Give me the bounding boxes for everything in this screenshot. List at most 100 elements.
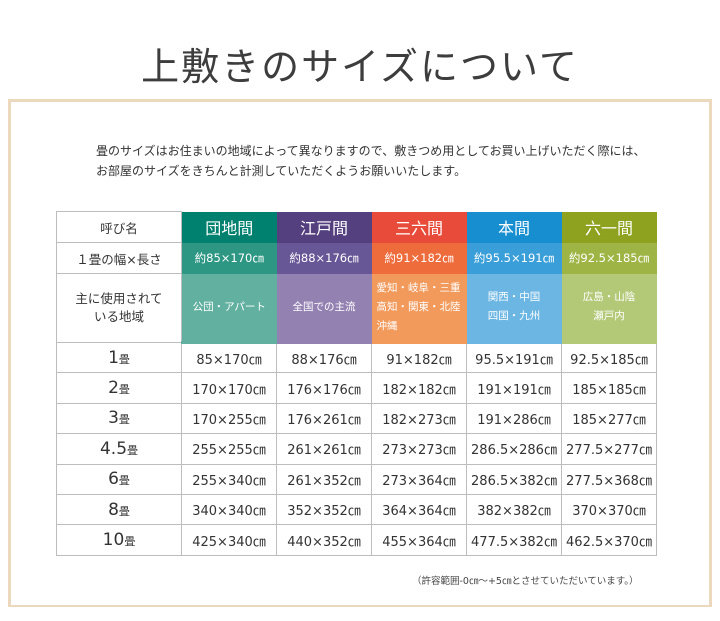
region-label-line: 主に使用されて [75,291,163,306]
region-line: 全国での主流 [292,300,356,313]
size-value-cell: 255×255㎝ [181,433,277,465]
size-cell: 約95.5×191㎝ [466,242,562,274]
size-cell: 約85×170㎝ [181,242,277,274]
region-line: 愛知・岐阜・三重 [376,281,461,294]
tatami-unit: 畳 [118,383,130,397]
table-row: 2畳 170×170㎝ 176×176㎝ 182×182㎝ 191×191㎝ 185×18… [56,372,657,404]
table-row: 4.5畳 255×255㎝ 261×261㎝ 273×273㎝ 286.5×286㎝ 27… [56,433,657,465]
size-value-cell: 191×191㎝ [466,372,562,404]
size-value-cell: 88×176㎝ [276,340,372,374]
region-cell: 関西・中国四国・九州 [466,273,562,343]
column-header: 三六間 [371,211,467,243]
size-value-cell: 455×364㎝ [371,524,467,556]
size-value-cell: 170×255㎝ [181,402,277,435]
region-row: 主に使用されて いる地域 公団・アパート 全国での主流 愛知・岐阜・三重 高知・関東・北陸… [56,273,657,343]
row-label-tatami: 8畳 [56,493,182,526]
row-label-tatami: 2畳 [56,372,182,404]
size-value-cell: 182×273㎝ [371,402,467,435]
size-value-cell: 477.5×382㎝ [466,524,562,556]
tatami-unit: 畳 [118,413,130,427]
size-value-cell: 286.5×382㎝ [466,463,562,495]
size-value-cell: 176×261㎝ [276,402,372,435]
region-cell: 広島・山陰 瀬戸内 [561,273,657,343]
region-cell: 全国での主流 [276,273,372,343]
tatami-count: 3 [108,408,119,429]
size-value-cell: 277.5×277㎝ [561,433,657,465]
row-label-tatami: 6畳 [56,463,182,495]
region-line: 高知・関東・北陸 [376,300,461,313]
tatami-unit: 畳 [118,504,130,518]
table-row: 6畳 255×340㎝ 261×352㎝ 273×364㎝ 286.5×382㎝ 277.… [56,463,657,495]
size-value-cell: 352×352㎝ [276,493,372,526]
size-value-cell: 273×364㎝ [371,463,467,495]
region-line: 瀬戸内 [593,310,625,323]
size-cell: 約88×176㎝ [276,242,372,274]
size-value-cell: 462.5×370㎝ [561,524,657,556]
table-row: 1畳 85×170㎝ 88×176㎝ 91×182㎝ 95.5×191㎝ 92.5×185… [56,340,657,374]
tatami-count: 6 [108,469,119,490]
size-value-cell: 364×364㎝ [371,493,467,526]
row-label-tatami: 10畳 [56,524,182,556]
size-value-cell: 85×170㎝ [181,340,277,374]
row-label-tatami: 4.5畳 [56,433,182,465]
size-value-cell: 286.5×286㎝ [466,433,562,465]
size-value-cell: 255×340㎝ [181,463,277,495]
table-row: 3畳 170×255㎝ 176×261㎝ 182×273㎝ 191×286㎝ 185×27… [56,402,657,435]
size-value-cell: 185×277㎝ [561,402,657,435]
size-value-cell: 261×261㎝ [276,433,372,465]
intro-text: 畳のサイズはお住まいの地域によって異なりますので、敷きつめ用としてお買い上げいた… [96,141,645,181]
size-value-cell: 182×182㎝ [371,372,467,404]
tatami-unit: 畳 [118,352,130,366]
row-label-name: 呼び名 [56,211,182,243]
size-value-cell: 382×382㎝ [466,493,562,526]
size-value-cell: 261×352㎝ [276,463,372,495]
row-label-tatami: 3畳 [56,402,182,435]
row-label-size: １畳の幅×長さ [56,242,182,274]
size-value-cell: 277.5×368㎝ [561,463,657,495]
tatami-unit: 畳 [127,443,139,457]
tatami-count: 1 [108,347,119,368]
size-cell: 約92.5×185㎝ [561,242,657,274]
size-value-cell: 92.5×185㎝ [561,340,657,374]
size-row: １畳の幅×長さ 約85×170㎝ 約88×176㎝ 約91×182㎝ 約95.5×191… [56,242,657,274]
size-value-cell: 91×182㎝ [371,340,467,374]
region-line: 公団・アパート [192,300,266,313]
region-cell: 公団・アパート [181,273,277,343]
tatami-count: 2 [108,378,119,399]
column-header: 江戸間 [276,211,372,243]
row-label-tatami: 1畳 [56,341,182,374]
size-value-cell: 425×340㎝ [181,524,277,556]
tolerance-note: （許容範囲-0㎝～+5㎝とさせていただいています。） [412,576,639,587]
column-header: 団地間 [181,211,277,243]
region-line: 広島・山陰 [582,291,636,304]
size-table: 呼び名 団地間 江戸間 三六間 本間 六一間 １畳の幅×長さ 約85×170㎝ 約88×176㎝… [56,211,657,556]
size-value-cell: 170×170㎝ [181,372,277,404]
column-header: 本間 [466,211,562,243]
region-cell: 愛知・岐阜・三重 高知・関東・北陸 沖縄 [371,273,467,343]
size-value-cell: 273×273㎝ [371,433,467,465]
column-header: 六一間 [561,211,657,243]
table-row: 10畳 425×340㎝ 440×352㎝ 455×364㎝ 477.5×382㎝ 462… [56,524,657,556]
tatami-count: 10 [102,530,125,551]
region-line: 沖縄 [376,319,398,332]
region-label-line: いる地域 [93,309,144,324]
size-value-cell: 185×185㎝ [561,372,657,404]
size-value-cell: 440×352㎝ [276,524,372,556]
tatami-count: 8 [108,499,119,520]
intro-line: 畳のサイズはお住まいの地域によって異なりますので、敷きつめ用としてお買い上げいた… [96,144,646,158]
region-line: 四国・九州 [487,310,541,323]
tatami-unit: 畳 [118,474,130,488]
region-line: 関西・中国 [487,291,541,304]
table-row: 8畳 340×340㎝ 352×352㎝ 364×364㎝ 382×382㎝ 370×37… [56,493,657,526]
row-label-region: 主に使用されて いる地域 [56,273,182,343]
tatami-count: 4.5 [99,438,128,459]
page-title: 上敷きのサイズについて [141,45,579,89]
size-cell: 約91×182㎝ [371,242,467,274]
intro-line: お部屋のサイズをきちんと計測していただくようお願いいたします。 [96,164,467,178]
size-value-cell: 191×286㎝ [466,402,562,435]
content-frame [8,99,712,607]
size-value-cell: 95.5×191㎝ [466,340,562,374]
tatami-unit: 畳 [124,535,136,549]
size-value-cell: 176×176㎝ [276,372,372,404]
size-value-cell: 370×370㎝ [561,493,657,526]
